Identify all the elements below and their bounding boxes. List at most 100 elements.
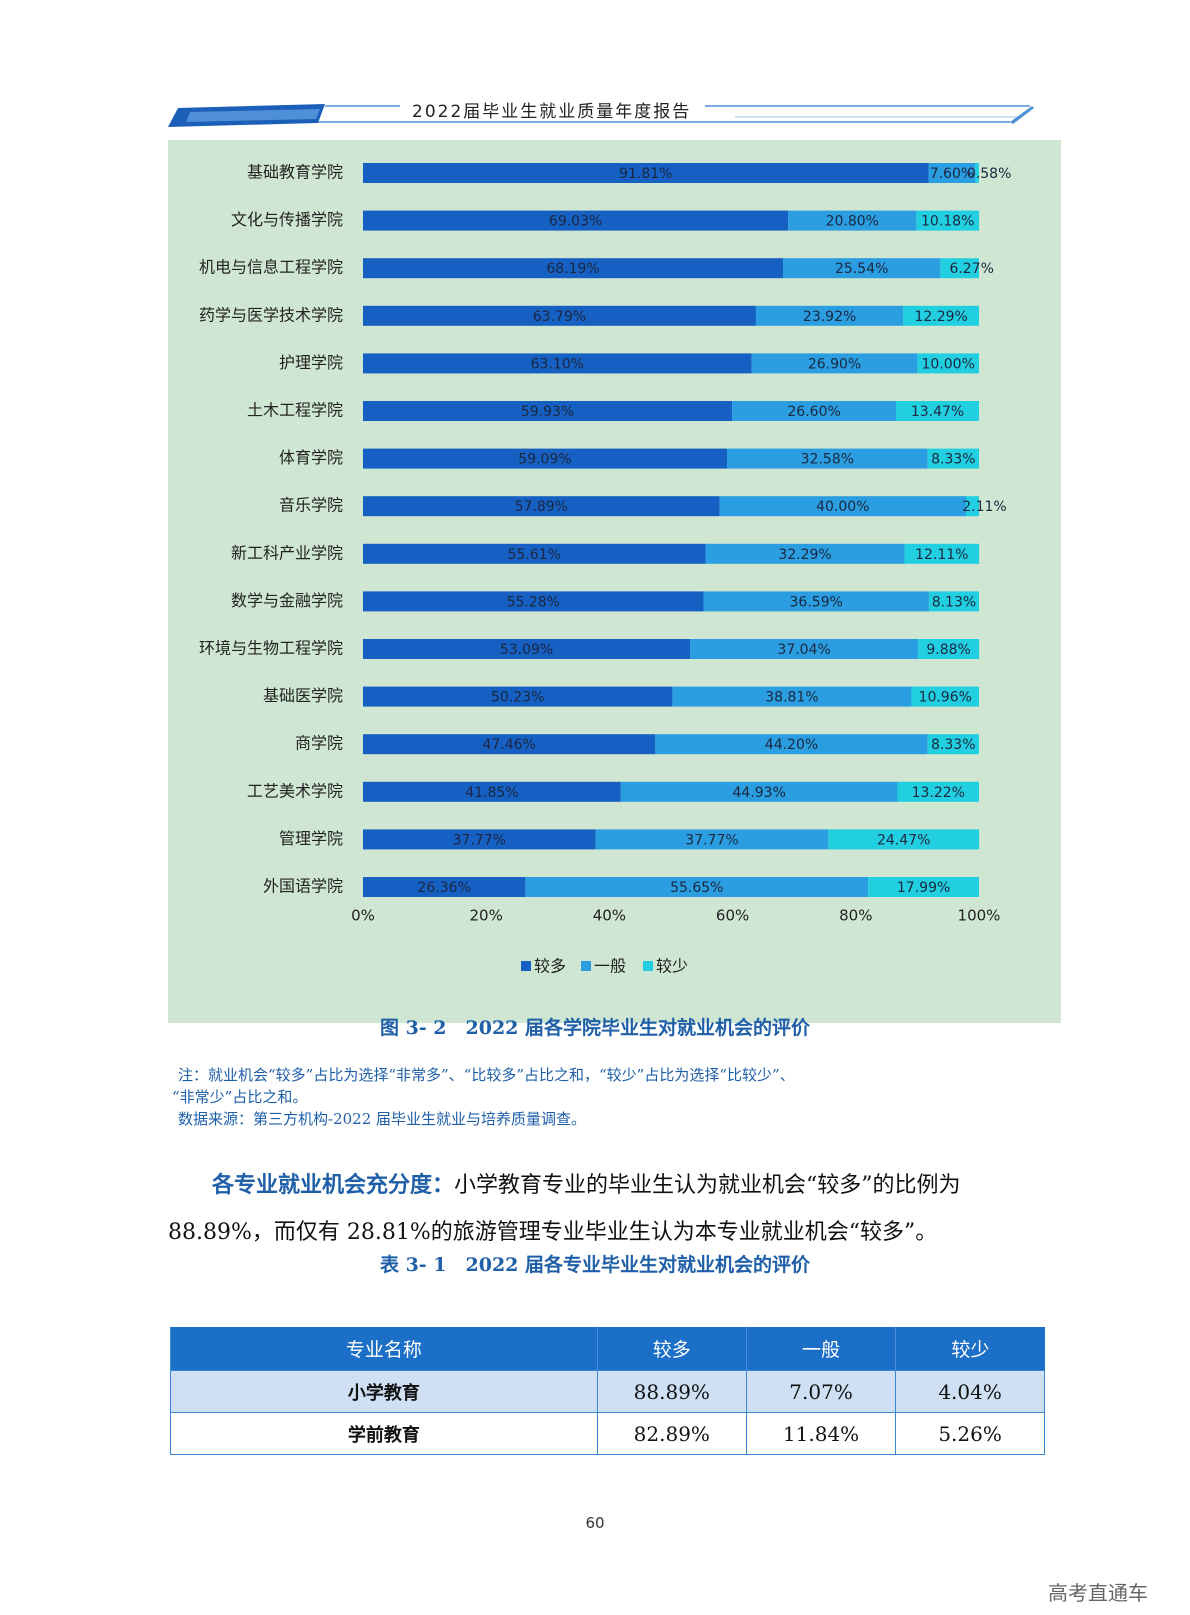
bar-segment	[655, 734, 928, 755]
legend-swatch	[643, 961, 653, 971]
data-label: 40.00%	[816, 499, 869, 515]
data-label: 37.77%	[453, 832, 506, 848]
legend-label: 较少	[656, 957, 688, 976]
category-label: 新工科产业学院	[231, 543, 343, 562]
x-tick-label: 0%	[351, 907, 375, 925]
category-label: 药学与医学技术学院	[199, 305, 343, 324]
table-row: 学前教育 82.89% 11.84% 5.26%	[170, 1412, 1045, 1455]
bar-segment	[751, 353, 918, 374]
x-tick-label: 20%	[470, 907, 503, 925]
page-header: 2022届毕业生就业质量年度报告	[0, 0, 1190, 140]
data-label: 41.85%	[465, 785, 518, 801]
data-label: 55.28%	[507, 594, 560, 610]
table-cell: 88.89%	[596, 1370, 747, 1413]
bar-segment	[363, 543, 706, 564]
data-label: 59.93%	[521, 404, 574, 420]
data-label: 10.18%	[921, 214, 974, 230]
table-cell: 11.84%	[745, 1412, 897, 1455]
legend-label: 一般	[594, 957, 626, 976]
data-label: 44.93%	[732, 785, 785, 801]
bar-segment	[363, 686, 673, 707]
paragraph-text: 小学教育专业的毕业生认为就业机会“较多”的比例为 88.89%，而仅有 28.8…	[168, 1173, 961, 1245]
bar-segment	[927, 734, 979, 755]
x-tick-label: 80%	[839, 907, 872, 925]
table-row: 小学教育 88.89% 7.07% 4.04%	[170, 1370, 1045, 1413]
category-label: 土木工程学院	[247, 401, 343, 420]
data-label: 10.96%	[919, 690, 972, 706]
table-cell: 5.26%	[895, 1412, 1045, 1455]
header-decoration	[168, 104, 1034, 127]
data-label: 57.89%	[515, 499, 568, 515]
bar-segment	[732, 401, 897, 421]
data-label: 91.81%	[619, 166, 672, 182]
data-label: 13.47%	[911, 404, 964, 420]
data-label: 12.11%	[915, 547, 968, 563]
table-header-row: 专业名称 较多 一般 较少	[170, 1327, 1045, 1371]
category-label: 基础医学院	[263, 686, 343, 705]
data-label: 2.11%	[962, 499, 1006, 515]
x-tick-label: 100%	[958, 907, 1001, 925]
header-cell: 一般	[745, 1327, 896, 1371]
bar-segment	[363, 496, 720, 517]
data-label: 0.58%	[967, 166, 1011, 182]
data-label: 24.47%	[877, 832, 930, 848]
table-caption: 表 3- 1 2022 届各专业毕业生对就业机会的评价	[379, 1254, 811, 1276]
bar-segment	[595, 829, 829, 850]
bar-segment	[363, 258, 784, 279]
bar-segment	[975, 163, 979, 183]
bar-segment	[363, 401, 733, 421]
bar-segment	[868, 877, 979, 897]
paragraph-lead: 各专业就业机会充分度：	[212, 1172, 455, 1198]
bar-segment	[705, 543, 905, 564]
data-label: 32.58%	[801, 452, 854, 468]
data-label: 69.03%	[549, 214, 602, 230]
bar-segment	[363, 163, 929, 183]
data-label: 20.80%	[826, 214, 879, 230]
note-line-2: “非常少”占比之和。	[172, 1088, 308, 1106]
category-label: 文化与传播学院	[231, 210, 343, 229]
data-label: 59.09%	[518, 452, 571, 468]
bar-segment	[363, 591, 704, 612]
bar-segment	[911, 686, 979, 707]
table-cell: 7.07%	[745, 1370, 897, 1413]
bar-segment	[363, 305, 756, 326]
data-label: 37.77%	[685, 832, 738, 848]
category-label: 基础教育学院	[247, 163, 343, 182]
bar-segment	[897, 781, 979, 802]
data-label: 63.10%	[531, 356, 584, 372]
bar-segment	[904, 543, 980, 564]
bar-segment	[620, 781, 898, 802]
bar-segment	[788, 210, 917, 231]
category-label: 管理学院	[279, 829, 343, 848]
table-cell: 学前教育	[170, 1412, 598, 1455]
category-label: 商学院	[295, 734, 343, 753]
legend-label: 较多	[534, 957, 566, 976]
data-label: 6.27%	[949, 261, 993, 277]
bar-segment	[690, 639, 919, 659]
data-label: 47.46%	[482, 737, 535, 753]
bar-segment	[927, 448, 979, 469]
data-label: 36.59%	[790, 594, 843, 610]
note-source: 数据来源：第三方机构-2022 届毕业生就业与培养质量调查。	[178, 1110, 587, 1128]
bar-segment	[940, 258, 979, 279]
bar-segment	[755, 305, 904, 326]
bar-segment	[726, 448, 928, 469]
data-label: 25.54%	[835, 261, 888, 277]
bar-segment	[363, 639, 691, 659]
data-label: 8.13%	[932, 594, 976, 610]
category-label: 数学与金融学院	[231, 591, 343, 610]
x-tick-label: 60%	[716, 907, 749, 925]
bar-segment	[903, 305, 979, 326]
legend-swatch	[581, 961, 591, 971]
data-label: 17.99%	[897, 880, 950, 896]
bar-segment	[828, 829, 980, 850]
data-label: 37.04%	[777, 642, 830, 658]
data-label: 12.29%	[914, 309, 967, 325]
data-label: 38.81%	[765, 690, 818, 706]
header-title: 2022届毕业生就业质量年度报告	[412, 102, 692, 122]
bar-segment	[363, 734, 656, 755]
data-label: 8.33%	[931, 737, 975, 753]
data-label: 7.60%	[930, 166, 974, 182]
data-label: 26.60%	[787, 404, 840, 420]
data-label: 55.65%	[670, 880, 723, 896]
